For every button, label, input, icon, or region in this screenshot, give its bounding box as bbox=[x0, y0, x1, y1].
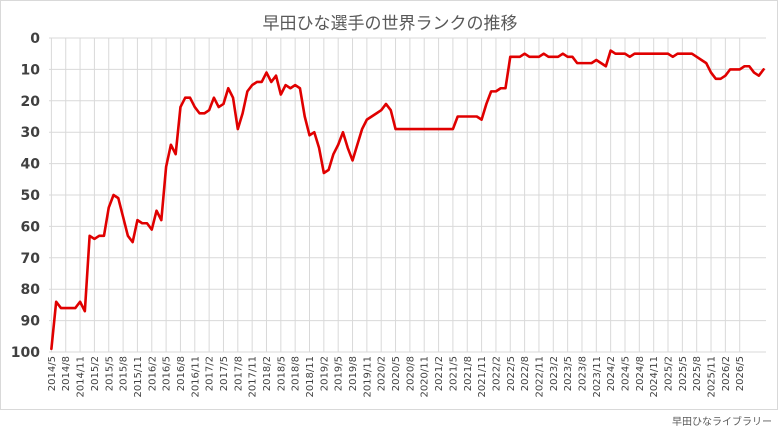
x-tick-label: 2021/11 bbox=[477, 356, 488, 398]
x-tick-label: 2023/8 bbox=[577, 356, 588, 391]
x-tick-label: 2019/5 bbox=[334, 356, 345, 391]
x-tick-label: 2023/2 bbox=[549, 356, 560, 391]
x-tick-label: 2017/8 bbox=[233, 356, 244, 391]
x-tick-label: 2025/11 bbox=[707, 356, 718, 398]
x-tick-label: 2017/11 bbox=[248, 356, 259, 398]
x-tick-label: 2018/5 bbox=[276, 356, 287, 391]
x-tick-label: 2015/11 bbox=[133, 356, 144, 398]
y-tick-label: 20 bbox=[21, 94, 41, 110]
x-tick-label: 2023/11 bbox=[592, 356, 603, 398]
x-tick-label: 2016/2 bbox=[147, 356, 158, 391]
x-tick-label: 2018/11 bbox=[305, 356, 316, 398]
x-tick-label: 2026/2 bbox=[721, 356, 732, 391]
x-tick-label: 2022/11 bbox=[534, 356, 545, 398]
line-chart: 0 10 20 30 40 50 60 70 80 90 100 2014/5 2014/8 2014/… bbox=[11, 31, 766, 398]
y-tick-label: 80 bbox=[21, 282, 41, 298]
x-tick-label: 2024/11 bbox=[649, 356, 660, 398]
x-tick-label: 2019/2 bbox=[319, 356, 330, 391]
x-tick-label: 2015/2 bbox=[90, 356, 101, 391]
gridlines bbox=[49, 37, 766, 353]
x-tick-label: 2016/11 bbox=[190, 356, 201, 398]
x-tick-label: 2020/5 bbox=[391, 356, 402, 391]
x-tick-label: 2021/5 bbox=[448, 356, 459, 391]
x-tick-label: 2019/8 bbox=[348, 356, 359, 391]
y-tick-label: 10 bbox=[21, 62, 41, 78]
x-tick-label: 2020/2 bbox=[377, 356, 388, 391]
x-tick-label: 2025/2 bbox=[664, 356, 675, 391]
chart-frame bbox=[0, 0, 778, 410]
x-tick-label: 2018/8 bbox=[291, 356, 302, 391]
x-tick-label: 2024/5 bbox=[620, 356, 631, 391]
x-tick-label: 2019/11 bbox=[362, 356, 373, 398]
x-tick-label: 2026/5 bbox=[735, 356, 746, 391]
y-tick-label: 100 bbox=[11, 345, 40, 361]
series-layer bbox=[50, 49, 765, 351]
x-tick-label: 2024/8 bbox=[635, 356, 646, 391]
chart-title: 早田ひな選手の世界ランクの推移 bbox=[262, 14, 518, 34]
y-tick-label: 70 bbox=[21, 251, 41, 267]
x-tick-label: 2017/2 bbox=[205, 356, 216, 391]
x-tick-label: 2014/8 bbox=[61, 356, 72, 391]
y-tick-label: 40 bbox=[21, 157, 41, 173]
x-tick-label: 2015/8 bbox=[119, 356, 130, 391]
x-tick-label: 2023/5 bbox=[563, 356, 574, 391]
y-tick-label: 90 bbox=[21, 314, 41, 330]
x-tick-label: 2025/5 bbox=[678, 356, 689, 391]
x-tick-label: 2020/8 bbox=[405, 356, 416, 391]
x-tick-label: 2017/5 bbox=[219, 356, 230, 391]
y-axis-ticks: 0 10 20 30 40 50 60 70 80 90 100 bbox=[11, 31, 40, 361]
x-tick-label: 2015/5 bbox=[104, 356, 115, 391]
x-tick-label: 2025/8 bbox=[692, 356, 703, 391]
y-tick-label: 30 bbox=[21, 125, 41, 141]
x-tick-label: 2016/5 bbox=[162, 356, 173, 391]
x-tick-label: 2022/5 bbox=[506, 356, 517, 391]
x-tick-label: 2022/2 bbox=[491, 356, 502, 391]
y-tick-label: 60 bbox=[21, 219, 41, 235]
x-tick-label: 2020/11 bbox=[420, 356, 431, 398]
x-tick-label: 2024/2 bbox=[606, 356, 617, 391]
x-tick-label: 2018/2 bbox=[262, 356, 273, 391]
y-tick-label: 0 bbox=[30, 31, 40, 47]
y-tick-label: 50 bbox=[21, 188, 41, 204]
x-tick-label: 2022/8 bbox=[520, 356, 531, 391]
x-tick-label: 2014/11 bbox=[76, 356, 87, 398]
credit-text: 早田ひなライブラリー bbox=[672, 417, 772, 428]
series-line bbox=[50, 49, 765, 351]
x-tick-label: 2016/8 bbox=[176, 356, 187, 391]
x-tick-label: 2021/8 bbox=[463, 356, 474, 391]
x-tick-label: 2021/2 bbox=[434, 356, 445, 391]
x-tick-label: 2014/5 bbox=[47, 356, 58, 391]
x-axis-ticks: 2014/5 2014/8 2014/11 2015/2 2015/5 2015/8 201… bbox=[47, 356, 746, 398]
